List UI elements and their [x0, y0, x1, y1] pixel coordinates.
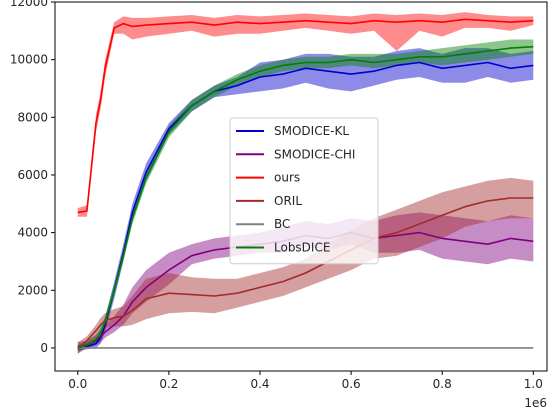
x-tick-label: 0.4: [250, 377, 269, 391]
y-tick-label: 12000: [10, 0, 48, 9]
line-lobsdice: [77, 45, 534, 349]
x-tick-label: 0.2: [159, 377, 178, 391]
legend-label: ours: [274, 171, 300, 185]
line-oril: [77, 197, 534, 349]
band-ours: [77, 12, 534, 217]
y-axis: 0 2000 4000 6000 8000 10000 12000: [10, 0, 55, 355]
line-ours: [77, 18, 534, 214]
x-tick-label: 1.0: [524, 377, 543, 391]
y-tick-label: 6000: [17, 168, 48, 182]
legend-label: SMODICE-KL: [274, 124, 349, 138]
legend: SMODICE-KL SMODICE-CHI ours ORIL BC LobsDICE: [229, 117, 379, 265]
x-tick-label: 0.0: [68, 377, 87, 391]
band-smodice-chi: [77, 212, 534, 354]
y-tick-label: 8000: [17, 110, 48, 124]
legend-box: [229, 117, 379, 265]
series-lines: [77, 18, 534, 349]
legend-label: BC: [274, 217, 290, 231]
x-axis-scale-label: 1e6: [524, 396, 547, 410]
x-tick-label: 0.8: [433, 377, 452, 391]
legend-label: ORIL: [274, 194, 302, 208]
plot-frame: [54, 1, 548, 372]
confidence-bands: [77, 12, 534, 354]
y-tick-label: 0: [40, 341, 48, 355]
x-tick-label: 0.6: [342, 377, 361, 391]
legend-label: SMODICE-CHI: [274, 147, 355, 161]
y-tick-label: 10000: [10, 53, 48, 67]
y-tick-label: 4000: [17, 226, 48, 240]
band-oril: [77, 177, 534, 354]
y-tick-label: 2000: [17, 283, 48, 297]
legend-label: LobsDICE: [274, 241, 330, 255]
x-axis: 0.0 0.2 0.4 0.6 0.8 1.0: [68, 371, 543, 391]
